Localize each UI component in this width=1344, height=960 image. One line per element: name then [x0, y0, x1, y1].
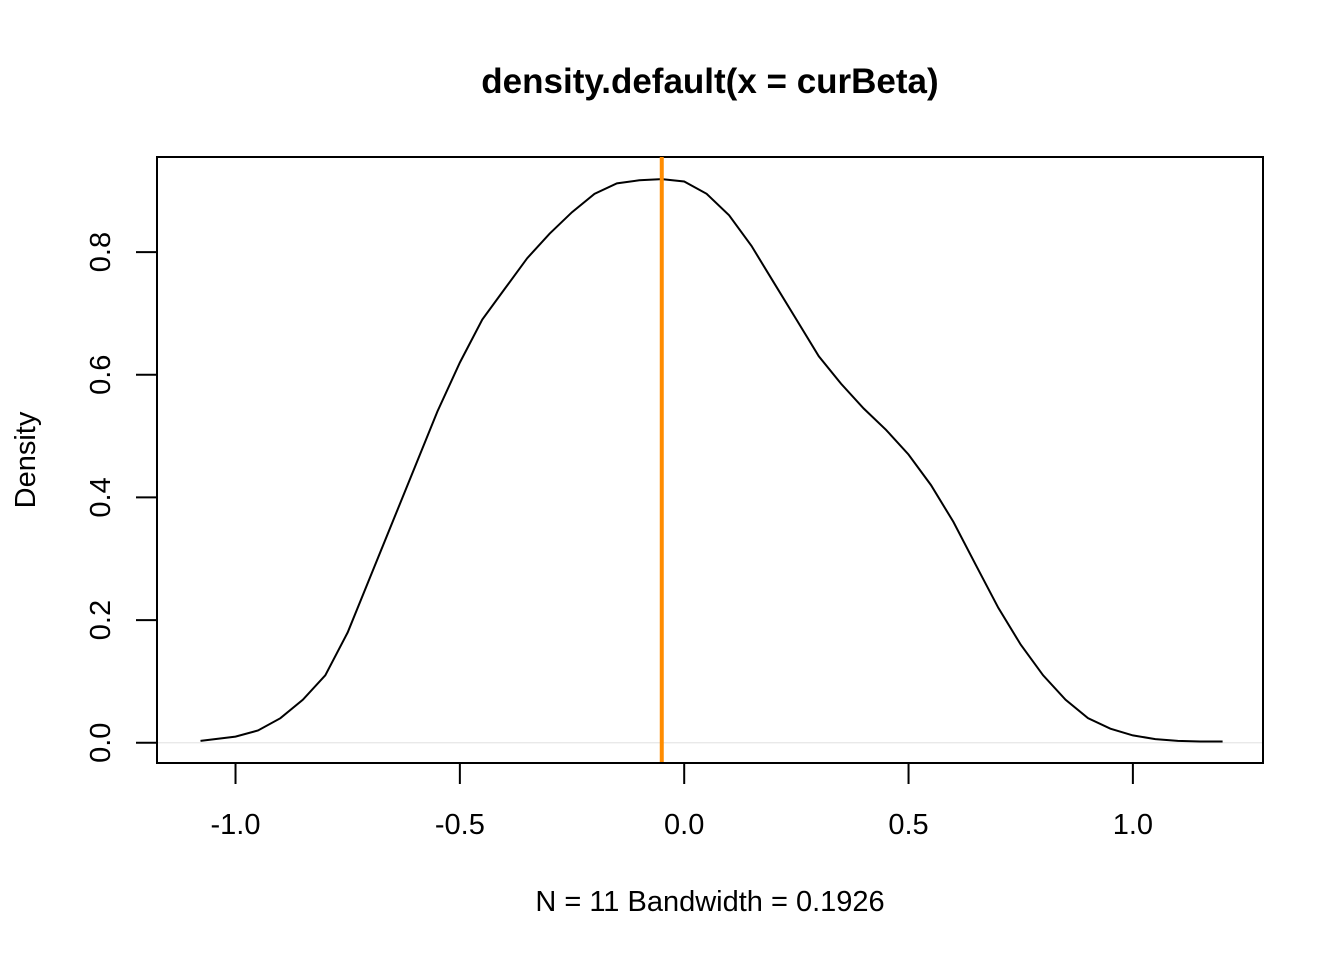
density-curve: [200, 178, 1223, 743]
y-tick-label: 0.2: [85, 600, 117, 640]
y-axis: 0.0 0.2 0.4 0.6 0.8: [85, 232, 158, 763]
plot-frame: [156, 156, 1264, 764]
x-axis-label: N = 11 Bandwidth = 0.1926: [535, 886, 884, 918]
y-tick-label: 0.6: [85, 355, 117, 395]
y-tick-label: 0.0: [85, 723, 117, 763]
x-tick-label: 1.0: [1113, 809, 1153, 841]
x-tick-label: -0.5: [435, 809, 485, 841]
y-tick-label: 0.8: [85, 232, 117, 272]
x-tick-label: 0.0: [664, 809, 704, 841]
y-tick-label: 0.4: [85, 477, 117, 517]
chart-title: density.default(x = curBeta): [481, 62, 938, 101]
y-axis-label: Density: [10, 411, 42, 508]
x-tick-label: -1.0: [211, 809, 261, 841]
x-tick-label: 0.5: [888, 809, 928, 841]
x-axis: -1.0 -0.5 0.0 0.5 1.0: [211, 762, 1153, 841]
